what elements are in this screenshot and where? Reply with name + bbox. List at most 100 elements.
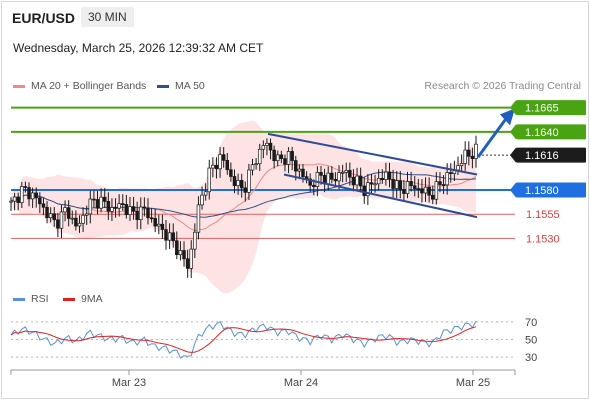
level-tag-1.1580 [516, 182, 586, 198]
level-lines [11, 106, 515, 239]
level-label-1.1665: 1.1665 [525, 103, 559, 115]
candles [9, 135, 478, 279]
candle-body [203, 191, 208, 196]
rsi-tick-label-70: 70 [525, 317, 537, 329]
level-labels: 1.1665 1.1640 1.1580 1.1555 1.1530 1.1616 [510, 100, 586, 245]
candle-body [387, 171, 392, 180]
rsi-9ma-line [10, 326, 477, 353]
candle-body [430, 194, 435, 200]
candle-body [434, 181, 439, 200]
candle-body [63, 207, 67, 213]
candle-body [160, 223, 165, 230]
candle-body [196, 204, 201, 233]
candle-body [225, 160, 230, 171]
candle-body [380, 178, 385, 180]
candle-body [351, 176, 356, 186]
candle-body [348, 170, 352, 178]
projection-arrow-shaft [476, 116, 509, 158]
candle-body [66, 207, 71, 219]
legend-9ma: 9MA [63, 293, 103, 305]
candle-body [218, 154, 222, 170]
candle-body [312, 184, 316, 187]
candle-body [185, 258, 190, 269]
candle-body [135, 211, 139, 221]
candle-body [157, 223, 161, 227]
ma50-line [10, 171, 477, 218]
x-axis: Mar 23 Mar 24 Mar 25 [10, 369, 516, 389]
candle-body [175, 240, 179, 256]
level-label-1.1640: 1.1640 [525, 127, 559, 139]
candle-body [463, 149, 467, 164]
candle-body [182, 250, 186, 260]
candle-body [229, 169, 233, 177]
candle-body [398, 180, 403, 190]
level-tag-pointer-1.1580 [510, 182, 516, 198]
channel-and-arrow [267, 108, 515, 219]
candle-body [189, 248, 193, 269]
candle-body [373, 183, 377, 186]
x-tick-label: Mar 23 [112, 377, 146, 389]
candle-body [427, 186, 431, 196]
candle-body [95, 199, 100, 209]
candle-body [77, 222, 82, 227]
candle-body [56, 219, 60, 229]
candle-body [283, 158, 287, 165]
candle-body [279, 154, 284, 159]
level-tag-1.1640 [516, 124, 586, 140]
candle-body [456, 165, 460, 171]
candle-body [326, 172, 330, 185]
candle-body [92, 198, 96, 201]
last-price-label: 1.1616 [525, 150, 559, 162]
ma20-label: MA 20 + Bollinger Bands [31, 80, 147, 92]
candle-body [445, 172, 449, 186]
candle-body [261, 145, 266, 150]
ma50-label: MA 50 [175, 80, 205, 92]
candle-body [52, 213, 57, 221]
candle-body [449, 172, 453, 174]
candle-body [416, 188, 421, 190]
legend-ma20: MA 20 + Bollinger Bands [13, 80, 146, 92]
candle-body [391, 178, 395, 189]
candle-body [344, 170, 348, 173]
candle-body [27, 187, 31, 200]
candle-body [330, 172, 334, 180]
candle-body [265, 142, 269, 146]
candle-body [38, 197, 42, 205]
ma9-label: 9MA [81, 293, 103, 305]
candle-body [164, 229, 168, 241]
candle-body [214, 164, 219, 170]
rsi-panel: 70 50 30 [10, 317, 537, 364]
ma50-swatch [157, 84, 169, 88]
rsi-line [10, 320, 477, 359]
candle-body [319, 172, 323, 176]
candle-body [81, 214, 85, 224]
candle-body [459, 163, 464, 167]
timeframe-badge[interactable]: 30 MIN [81, 7, 134, 27]
candle-body [200, 194, 204, 206]
candle-body [384, 171, 388, 180]
candle-body [178, 250, 183, 256]
candle-body [139, 206, 143, 221]
candle-body [286, 151, 291, 165]
level-label-1.1530: 1.1530 [526, 233, 560, 245]
candle-body [74, 217, 78, 227]
candle-body [275, 154, 280, 162]
level-label-1.1555: 1.1555 [526, 209, 560, 221]
ma20-swatch [13, 84, 25, 88]
candle-body [247, 169, 251, 193]
rsi-swatch [13, 297, 25, 301]
candle-body [110, 207, 114, 212]
candle-body [423, 186, 428, 194]
bollinger-band [11, 120, 476, 294]
candle-body [131, 206, 136, 212]
channel-upper-line [267, 132, 478, 176]
candle-body [102, 196, 107, 202]
candle-body [268, 142, 273, 151]
timestamp: Wednesday, March 25, 2026 12:39:32 AM CE… [13, 41, 264, 55]
candle-body [12, 196, 17, 202]
rsi-label: RSI [31, 293, 49, 305]
candle-body [221, 154, 226, 161]
candle-body [99, 196, 103, 209]
candle-body [106, 201, 111, 212]
candle-body [402, 189, 406, 194]
